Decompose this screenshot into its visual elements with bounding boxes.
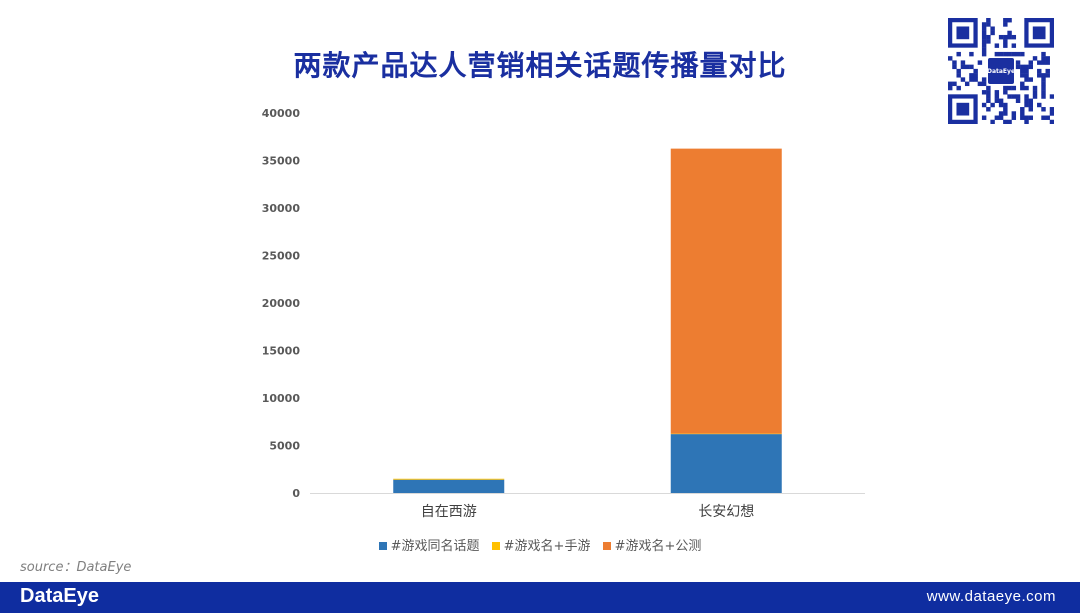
bar-1-series-0 xyxy=(670,434,782,493)
y-tick-label-4: 20000 xyxy=(262,297,301,310)
brand-logo: DataEye xyxy=(20,585,99,607)
chart-title: 两款产品达人营销相关话题传播量对比 xyxy=(293,49,787,82)
qr-logo: DataEye xyxy=(987,58,1015,84)
website-link[interactable]: www.dataeye.com xyxy=(926,588,1056,605)
footer-bar: DataEye www.dataeye.com xyxy=(0,582,1080,613)
x-category-label-0: 自在西游 xyxy=(421,504,477,520)
bar-chart: 0 5000 10000 15000 20000 25000 30000 35000 40000… xyxy=(262,107,865,520)
legend-swatch-2 xyxy=(602,542,611,550)
bar-0-series-1 xyxy=(393,478,505,480)
y-tick-label-0: 0 xyxy=(292,487,300,500)
legend-item-2: #游戏名+公测 xyxy=(602,535,702,554)
legend-label-1: #游戏名+手游 xyxy=(503,539,591,554)
bar-1-series-2 xyxy=(670,148,782,434)
legend-swatch-0 xyxy=(378,542,387,550)
y-tick-label-1: 5000 xyxy=(269,440,300,453)
legend-item-1: #游戏名+手游 xyxy=(491,535,591,554)
qr-code: DataEye xyxy=(948,18,1055,125)
chart-legend: #游戏同名话题 #游戏名+手游 #游戏名+公测 xyxy=(0,535,1080,554)
y-tick-label-7: 35000 xyxy=(262,155,301,168)
legend-item-0: #游戏同名话题 xyxy=(378,535,480,554)
y-tick-label-5: 25000 xyxy=(262,250,301,263)
y-tick-label-8: 40000 xyxy=(262,107,301,120)
x-category-label-1: 长安幻想 xyxy=(698,504,754,520)
y-tick-label-6: 30000 xyxy=(262,202,301,215)
y-tick-label-3: 15000 xyxy=(262,345,301,358)
source-note: source：DataEye xyxy=(20,560,132,575)
y-tick-label-2: 10000 xyxy=(262,392,301,405)
legend-swatch-1 xyxy=(491,542,500,550)
qr-code-pattern xyxy=(948,18,1055,125)
legend-label-0: #游戏同名话题 xyxy=(390,539,480,554)
legend-label-2: #游戏名+公测 xyxy=(614,539,702,554)
bar-0-series-0 xyxy=(393,479,505,493)
